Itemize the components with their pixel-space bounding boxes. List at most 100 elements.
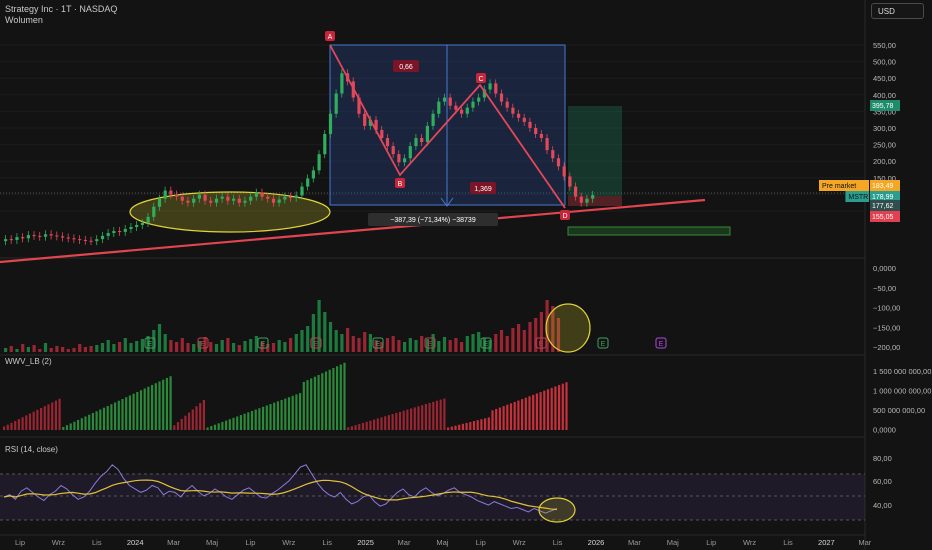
candle: [55, 235, 59, 237]
wwv-bar: [254, 409, 257, 430]
wwv-bar: [358, 424, 361, 430]
wwv-bar: [306, 380, 309, 430]
volume-bar: [61, 347, 65, 352]
wwv-bar: [513, 401, 516, 430]
wwv-bar: [6, 424, 9, 430]
volume-bar: [157, 324, 162, 352]
earnings-marker-label: E: [601, 341, 606, 348]
wwv-bar: [487, 417, 490, 430]
wwv-bar: [321, 373, 324, 430]
wwv-tick-label: 1 000 000 000,00: [873, 387, 931, 396]
price-tick-label: 250,00: [873, 141, 896, 150]
wwv-bar: [439, 399, 442, 430]
candle: [420, 138, 424, 143]
candle: [511, 107, 515, 114]
wwv-bar: [88, 414, 91, 430]
candle: [214, 198, 219, 203]
ratio-badge: [470, 182, 496, 194]
wwv-panel-label: WWV_LB (2): [5, 357, 52, 366]
rsi-highlight: [538, 497, 576, 523]
candle: [357, 97, 361, 114]
wwv-bar: [454, 425, 457, 430]
wwv-bar: [258, 408, 261, 430]
wwv-bar: [180, 418, 183, 430]
earnings-marker: [144, 337, 156, 349]
candle: [471, 101, 475, 108]
rsi-ma-line: [3, 479, 557, 511]
wwv-bar: [273, 402, 276, 430]
wwv-bar: [162, 379, 165, 430]
price-tag-label: Pre market: [822, 183, 856, 190]
volume-bar: [15, 349, 19, 352]
wwv-tick-label: 500 000 000,00: [873, 406, 925, 415]
volume-bar: [488, 340, 492, 352]
price-tag-value: 395,78: [872, 103, 894, 110]
wwv-bar: [424, 404, 427, 430]
wwv-bar: [184, 415, 187, 430]
pattern-point-badge: [560, 210, 570, 220]
volume-bar: [152, 330, 156, 352]
time-axis-label: Maj: [206, 538, 218, 547]
volume-bar: [346, 328, 350, 352]
wwv-tick-label: 0,0000: [873, 426, 896, 435]
volume-bar: [340, 334, 344, 352]
wwv-bar: [472, 421, 476, 430]
volume-bar: [226, 338, 230, 352]
wwv-bar: [128, 395, 131, 430]
wwv-bar: [21, 417, 24, 430]
candle: [591, 195, 595, 199]
volume-bar: [391, 336, 395, 352]
wwv-bar: [236, 416, 239, 430]
price-tag: [870, 211, 900, 222]
volume-bar: [49, 348, 53, 352]
wwv-bar: [10, 422, 13, 430]
candle: [414, 138, 418, 147]
volume-bar: [203, 337, 207, 352]
volume-bar: [454, 338, 458, 352]
candle: [556, 158, 561, 167]
candle: [425, 125, 429, 143]
volume-bar: [517, 324, 521, 352]
time-axis-label: Lis: [783, 538, 793, 547]
wwv-bar: [80, 418, 83, 430]
wwv-bar: [143, 388, 146, 430]
candle: [368, 119, 372, 126]
volume-bar: [55, 346, 59, 352]
earnings-marker: [372, 337, 384, 349]
volume-bar: [317, 300, 321, 352]
candle: [431, 113, 435, 126]
currency-button[interactable]: USD: [871, 3, 924, 19]
volume-bar: [180, 338, 184, 352]
candle: [32, 235, 36, 237]
volume-bar: [363, 332, 367, 352]
candle: [465, 107, 469, 114]
wwv-bar: [95, 411, 98, 430]
target-zone: [568, 106, 622, 196]
wwv-bar: [332, 367, 335, 430]
earnings-marker: [424, 337, 436, 349]
wwv-bar: [210, 426, 213, 430]
wwv-bar: [17, 419, 20, 430]
volume-bar: [214, 344, 219, 352]
volume-bar: [254, 336, 258, 352]
wwv-bar: [480, 419, 483, 430]
price-tick-label: 500,00: [873, 58, 896, 67]
wwv-bar: [217, 423, 220, 430]
rsi-tick-label: 40,00: [873, 501, 892, 510]
volume-bar: [112, 344, 116, 352]
earnings-marker: [257, 337, 269, 349]
candle: [4, 239, 8, 242]
wwv-bar: [195, 406, 198, 430]
wwv-bar: [284, 398, 287, 430]
wwv-bar: [380, 417, 383, 430]
volume-bar: [403, 342, 407, 352]
price-tick-label: 200,00: [873, 157, 896, 166]
wwv-bar: [125, 397, 128, 430]
rsi-band: [0, 474, 865, 520]
time-axis-label: Lip: [476, 538, 486, 547]
volume-bar: [95, 345, 99, 352]
candle: [232, 198, 236, 201]
wwv-bar: [114, 402, 117, 430]
